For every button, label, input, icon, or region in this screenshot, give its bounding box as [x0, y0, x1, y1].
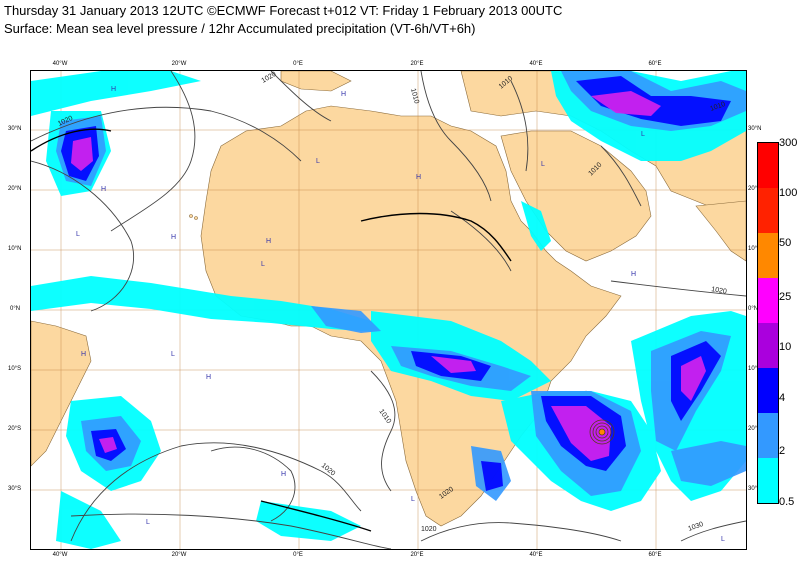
pressure-center: L — [721, 536, 725, 543]
lon-label-bottom-40e: 40°E — [529, 552, 543, 558]
pressure-center: H — [101, 186, 106, 193]
lon-label-top-0e: 0°E — [293, 61, 303, 67]
legend-swatch-0-5 — [758, 458, 778, 503]
pressure-center: H — [266, 238, 271, 245]
legend-swatch-300 — [758, 143, 778, 188]
title-line-2: Surface: Mean sea level pressure / 12hr … — [4, 21, 476, 36]
legend-label-4: 4 — [779, 392, 786, 404]
pressure-center-layer: H H H H H L L L L H H H L L H H L L L — [76, 86, 725, 543]
legend-swatch-50 — [758, 233, 778, 278]
lon-label-bottom-20e: 20°E — [410, 552, 424, 558]
pressure-center: L — [76, 231, 80, 238]
lat-label-right-20n: 20°N — [748, 186, 762, 192]
pressure-center: H — [631, 271, 636, 278]
pressure-center: L — [411, 496, 415, 503]
pressure-center: H — [281, 471, 286, 478]
isobar-label: 1020 — [261, 71, 278, 85]
cyclone-core — [589, 419, 615, 445]
lat-label-right-30n: 30°N — [748, 126, 762, 132]
legend-label-25: 25 — [779, 291, 792, 303]
lon-label-top-20w: 20°W — [171, 61, 187, 67]
legend-swatch-100 — [758, 188, 778, 233]
pressure-center: L — [541, 161, 545, 168]
lat-label-right-20s: 20°S — [748, 426, 762, 432]
isobar-layer — [31, 71, 746, 549]
lat-label-left-10s: 10°S — [8, 366, 22, 372]
lat-label-left-20n: 20°N — [8, 186, 22, 192]
lat-label-left-10n: 10°N — [8, 246, 22, 252]
isobar-label: 1020 — [421, 526, 437, 533]
lon-label-bottom-0e: 0°E — [293, 552, 303, 558]
india-landmass — [695, 200, 746, 262]
lat-label-left-0n: 0°N — [10, 306, 21, 312]
graticule — [31, 71, 746, 549]
legend-label-50: 50 — [779, 237, 792, 249]
forecast-map[interactable]: 1020 1020 1010 1010 1010 1010 1020 1020 … — [30, 70, 747, 550]
lat-label-right-0n: 0°N — [748, 306, 759, 312]
pressure-center: H — [416, 174, 421, 181]
isobar-label: 1010 — [409, 88, 420, 105]
pressure-center: L — [316, 158, 320, 165]
legend-label-100: 100 — [779, 187, 798, 199]
isobar-label: 1010 — [709, 101, 726, 113]
pressure-center: H — [111, 86, 116, 93]
lat-label-left-20s: 20°S — [8, 426, 22, 432]
pressure-center: H — [341, 91, 346, 98]
map-canvas: 1020 1020 1010 1010 1010 1010 1020 1020 … — [31, 71, 746, 549]
lon-label-bottom-40w: 40°W — [52, 552, 68, 558]
legend-label-0-5: 0.5 — [779, 496, 795, 508]
pressure-center: L — [171, 351, 175, 358]
pressure-center: H — [81, 351, 86, 358]
lat-label-right-10n: 10°N — [748, 246, 762, 252]
precip-south-west — [256, 501, 361, 541]
pressure-center: H — [206, 374, 211, 381]
lon-label-bottom-60e: 60°E — [648, 552, 662, 558]
precip-sw-atlantic — [56, 491, 121, 549]
pressure-center: L — [146, 519, 150, 526]
lat-label-left-30n: 30°N — [8, 126, 22, 132]
isobar-label: 1010 — [377, 408, 392, 425]
legend-swatch-10 — [758, 323, 778, 368]
lat-label-right-30s: 30°S — [748, 486, 762, 492]
legend-swatch-4 — [758, 368, 778, 413]
precip-north-atlantic — [31, 71, 201, 116]
isobar-label: 1030 — [687, 521, 704, 533]
lon-label-top-40w: 40°W — [52, 61, 68, 67]
legend-label-2: 2 — [779, 445, 786, 457]
legend-swatch-2 — [758, 413, 778, 458]
legend-swatch-25 — [758, 278, 778, 323]
isobar-label: 1020 — [711, 286, 728, 296]
isobar-1020-bold — [31, 128, 512, 532]
legend-label-300: 300 — [779, 137, 798, 149]
lon-label-top-20e: 20°E — [410, 61, 424, 67]
pressure-center: H — [171, 234, 176, 241]
precip-legend — [757, 142, 779, 504]
title-line-1: Thursday 31 January 2013 12UTC ©ECMWF Fo… — [4, 3, 563, 18]
precip-very-heavy-layer — [71, 91, 706, 461]
lon-label-top-60e: 60°E — [648, 61, 662, 67]
lon-label-top-40e: 40°E — [529, 61, 543, 67]
pressure-center: L — [261, 261, 265, 268]
precip-red-sea — [521, 201, 551, 251]
lat-label-right-10s: 10°S — [748, 366, 762, 372]
legend-label-10: 10 — [779, 341, 792, 353]
pressure-center: L — [641, 131, 645, 138]
iberia-landmass — [280, 71, 352, 92]
lon-label-bottom-20w: 20°W — [171, 552, 187, 558]
lat-label-left-30s: 30°S — [8, 486, 22, 492]
